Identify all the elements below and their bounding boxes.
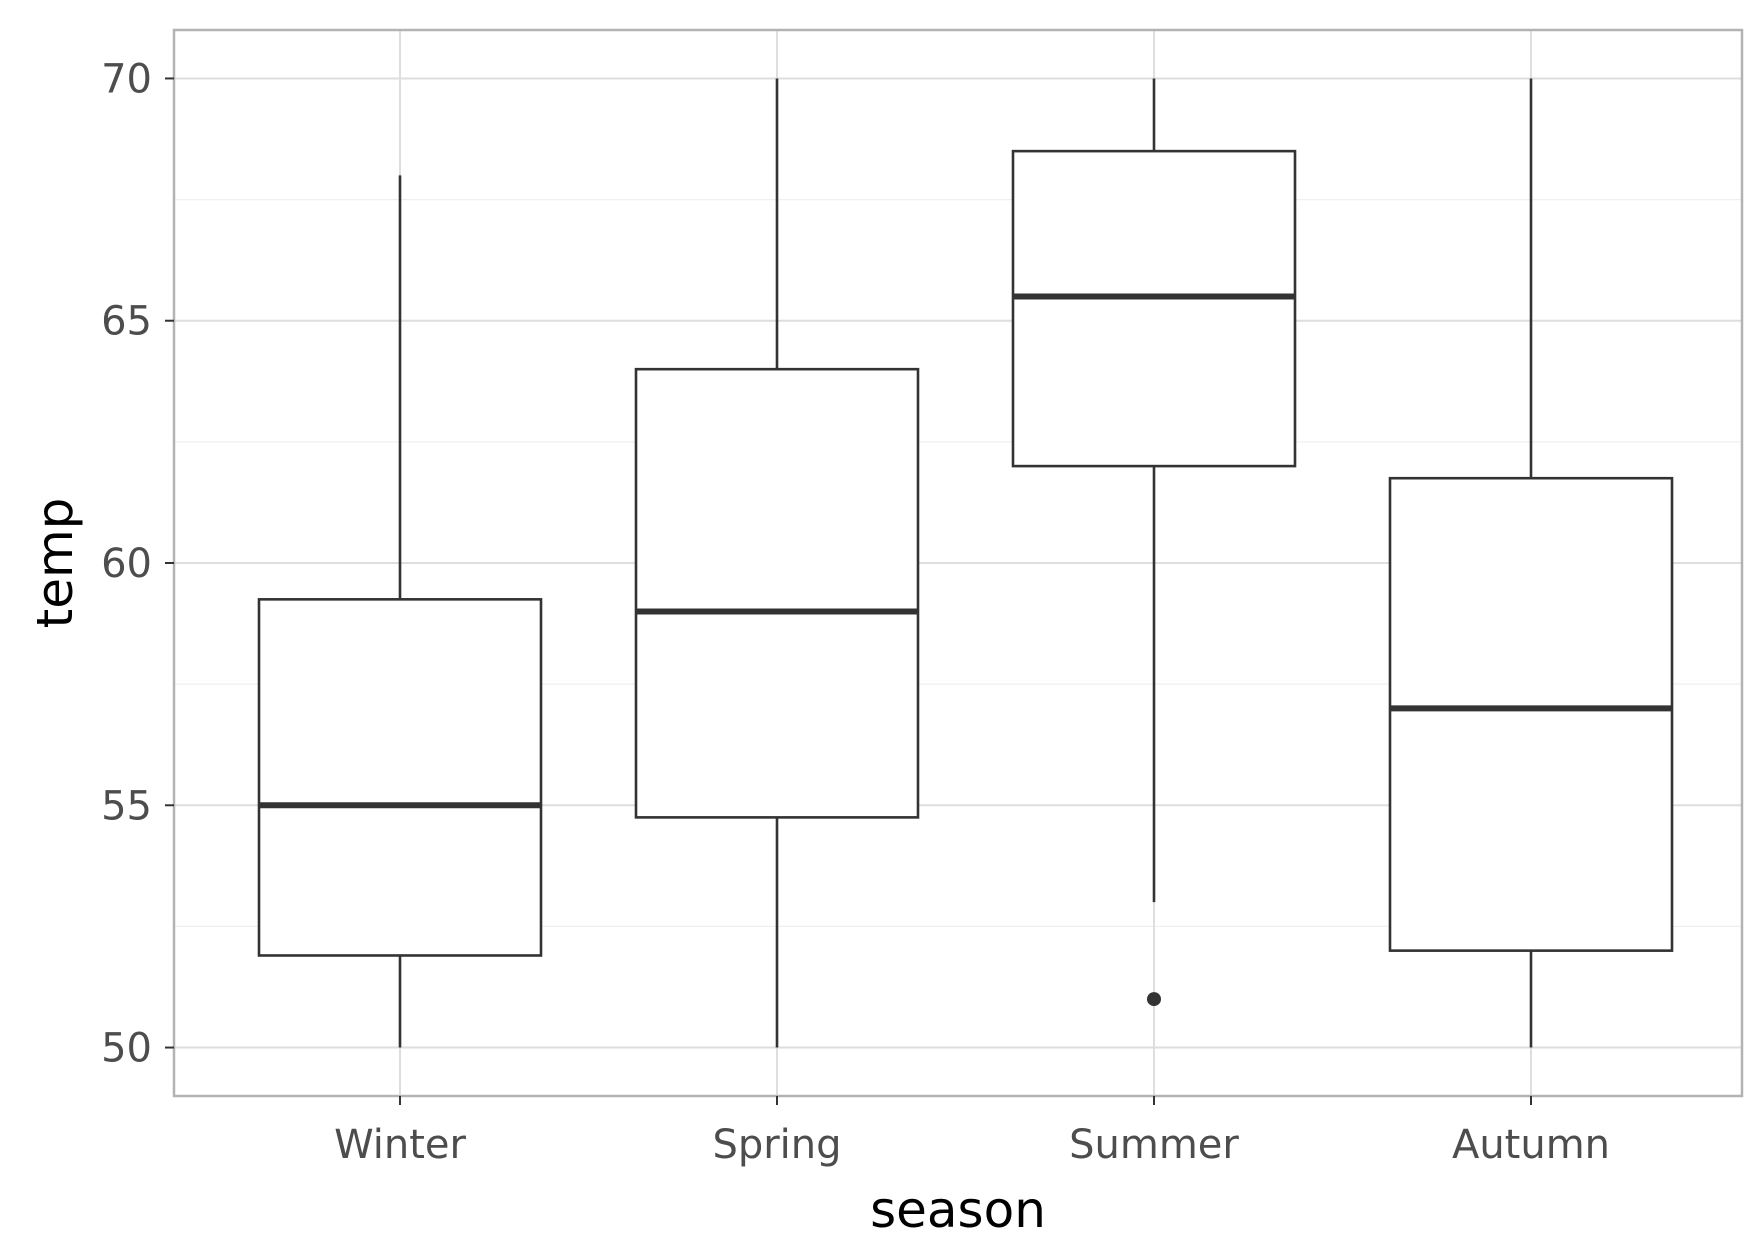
box-spring — [634, 78, 920, 1048]
box-summer — [1011, 78, 1297, 1007]
y-tick-label: 65 — [101, 299, 152, 345]
outlier-point — [1147, 992, 1161, 1007]
x-tick-label: Summer — [1069, 1122, 1239, 1168]
box-iqr — [1388, 476, 1674, 952]
box-winter — [257, 175, 543, 1048]
x-axis-title: season — [870, 1181, 1046, 1239]
y-axis-title: temp — [26, 498, 84, 629]
y-tick-label: 50 — [101, 1026, 152, 1072]
box-series — [257, 78, 1674, 1048]
box-iqr — [634, 367, 920, 819]
x-tick-label: Spring — [712, 1122, 841, 1168]
x-axis-ticks: Winter Spring Summer Autumn — [334, 1096, 1610, 1168]
y-axis-ticks: 50 55 60 65 70 — [101, 56, 174, 1072]
x-tick-label: Autumn — [1452, 1122, 1610, 1168]
y-tick-label: 70 — [101, 56, 152, 102]
box-autumn — [1388, 78, 1674, 1048]
y-tick-label: 60 — [101, 541, 152, 587]
x-tick-label: Winter — [334, 1122, 466, 1168]
box-iqr — [1011, 149, 1297, 468]
y-tick-label: 55 — [101, 783, 152, 829]
box-iqr — [257, 598, 543, 957]
